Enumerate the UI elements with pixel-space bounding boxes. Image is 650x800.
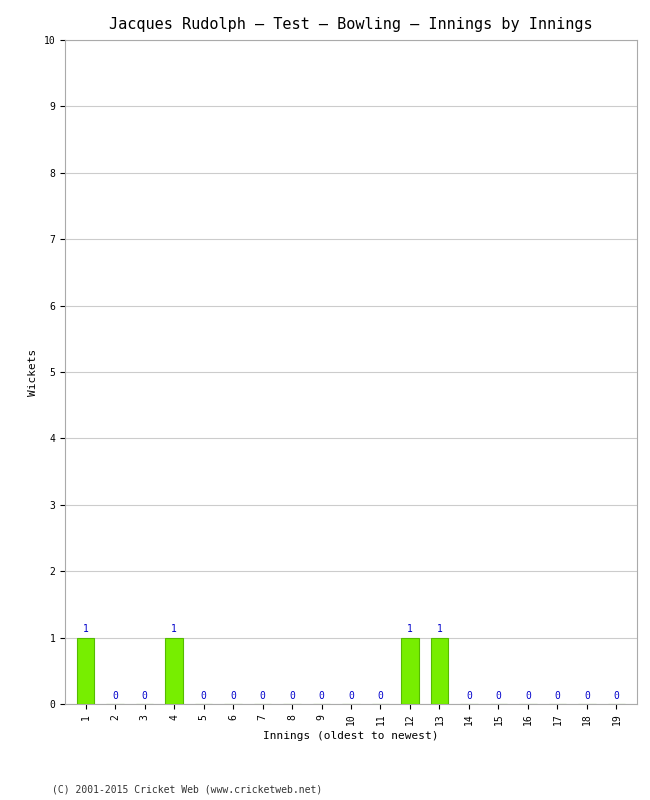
Text: 0: 0 [318, 690, 324, 701]
Bar [401, 638, 419, 704]
Text: 1: 1 [83, 624, 88, 634]
Text: 0: 0 [230, 690, 236, 701]
Text: (C) 2001-2015 Cricket Web (www.cricketweb.net): (C) 2001-2015 Cricket Web (www.cricketwe… [52, 784, 322, 794]
Text: 1: 1 [407, 624, 413, 634]
X-axis label: Innings (oldest to newest): Innings (oldest to newest) [263, 731, 439, 741]
Text: 0: 0 [584, 690, 590, 701]
Title: Jacques Rudolph – Test – Bowling – Innings by Innings: Jacques Rudolph – Test – Bowling – Innin… [109, 17, 593, 32]
Text: 0: 0 [554, 690, 560, 701]
Text: 0: 0 [142, 690, 148, 701]
Text: 0: 0 [495, 690, 501, 701]
Y-axis label: Wickets: Wickets [28, 348, 38, 396]
Text: 1: 1 [171, 624, 177, 634]
Bar [165, 638, 183, 704]
Text: 0: 0 [466, 690, 472, 701]
Text: 0: 0 [201, 690, 207, 701]
Text: 0: 0 [112, 690, 118, 701]
Bar [77, 638, 94, 704]
Text: 0: 0 [378, 690, 384, 701]
Text: 0: 0 [348, 690, 354, 701]
Text: 0: 0 [614, 690, 619, 701]
Bar [430, 638, 448, 704]
Text: 0: 0 [289, 690, 295, 701]
Text: 0: 0 [259, 690, 265, 701]
Text: 1: 1 [437, 624, 443, 634]
Text: 0: 0 [525, 690, 531, 701]
